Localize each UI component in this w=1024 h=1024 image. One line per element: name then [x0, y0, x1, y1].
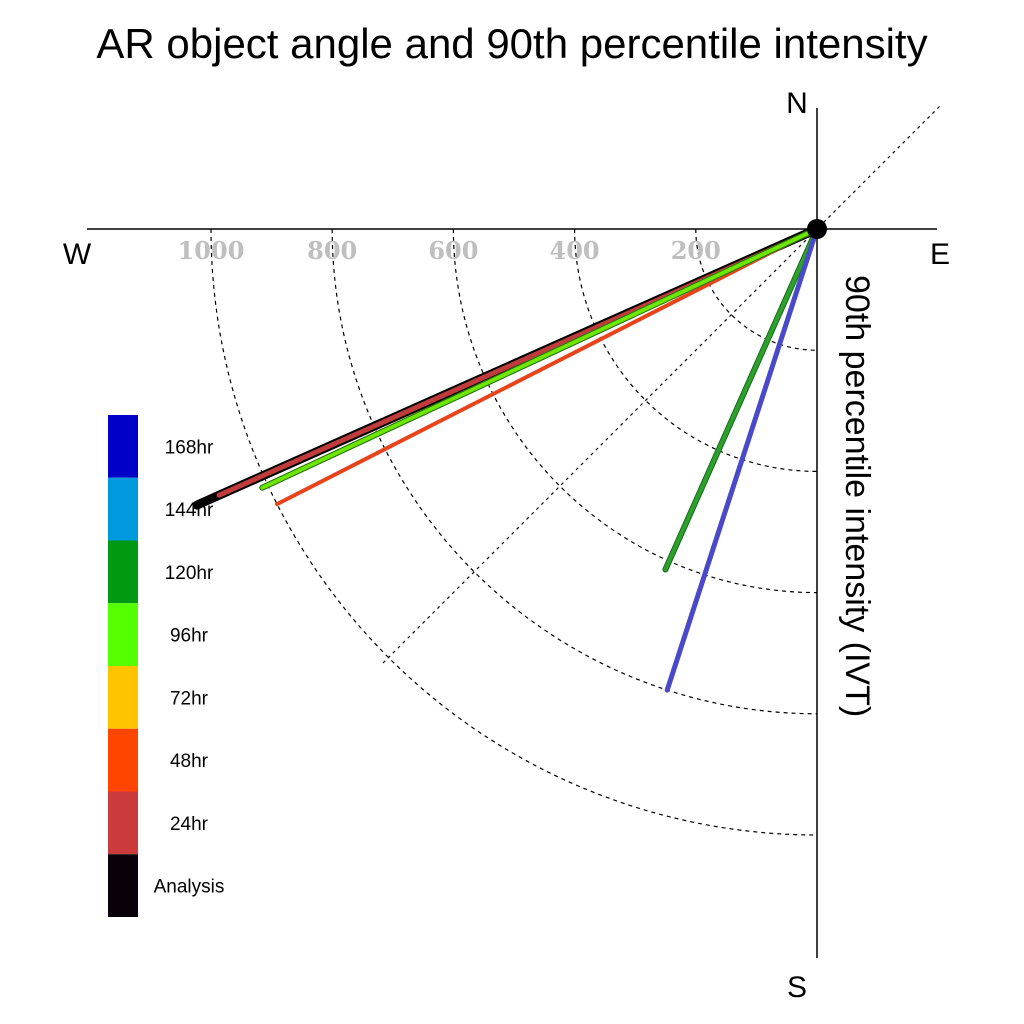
legend-swatch	[108, 540, 138, 604]
legend-swatch	[108, 666, 138, 729]
tick-label: 200	[671, 236, 721, 265]
legend: 168hr 144hr 120hr 96hr 72hr 48hr 24hr Analysis	[108, 415, 224, 917]
compass-north: N	[786, 87, 808, 120]
vector-lines	[192, 224, 822, 693]
tick-label: 1000	[178, 236, 245, 265]
legend-label: 168hr	[165, 437, 214, 458]
tick-label: 600	[428, 236, 478, 265]
legend-label: 72hr	[170, 688, 209, 709]
legend-swatch	[108, 854, 138, 917]
vector-96hr	[260, 227, 819, 490]
intensity-ring	[695, 228, 818, 351]
compass-south: S	[787, 971, 807, 1004]
legend-label: 48hr	[170, 751, 209, 772]
legend-swatch	[108, 791, 138, 855]
tick-label: 400	[550, 236, 600, 265]
chart-title: AR object angle and 90th percentile inte…	[96, 20, 927, 67]
legend-label: Analysis	[154, 877, 225, 898]
legend-label: 96hr	[170, 626, 209, 647]
vector-168hr	[664, 226, 820, 693]
legend-label: 24hr	[170, 814, 209, 835]
vector-120hr	[663, 227, 819, 572]
origin-marker	[807, 219, 827, 239]
vector-48hr	[275, 227, 819, 507]
compass-east: E	[930, 238, 950, 271]
legend-swatch	[108, 415, 138, 478]
legend-label: 144hr	[165, 500, 214, 521]
legend-swatch	[108, 728, 138, 792]
tick-label: 800	[307, 236, 357, 265]
legend-swatch	[108, 477, 138, 541]
intensity-ring	[331, 228, 818, 715]
radial-tick-labels: 1000 800 600 400 200	[178, 236, 721, 265]
compass-west: W	[63, 238, 92, 271]
legend-swatch	[108, 603, 138, 666]
legend-label: 120hr	[165, 563, 214, 584]
radial-axis-label: 90th percentile intensity (IVT)	[838, 275, 876, 717]
diagonal-guide	[382, 105, 941, 664]
